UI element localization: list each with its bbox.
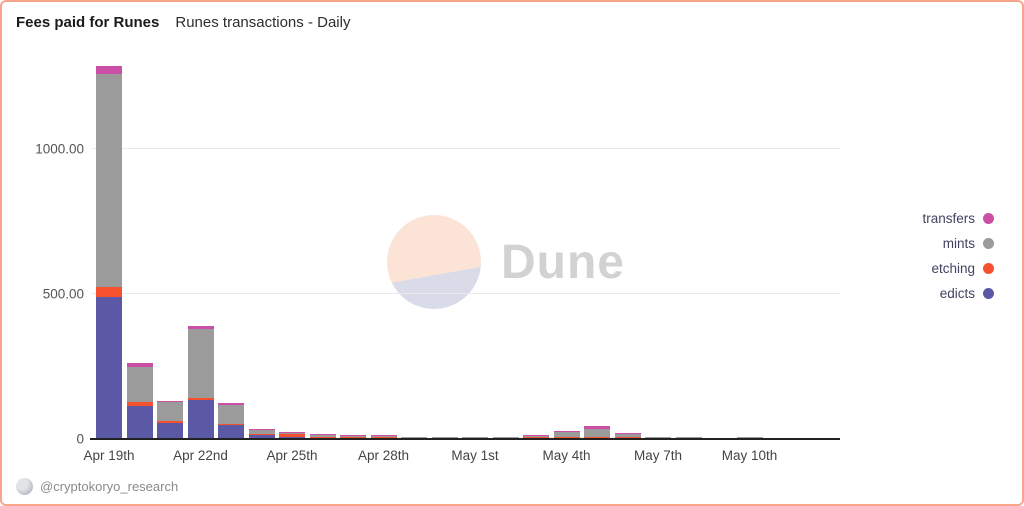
bar-segment-edicts[interactable]: [218, 425, 244, 439]
x-axis-tick-label: Apr 28th: [357, 448, 410, 463]
x-axis-tick-label: May 4th: [542, 448, 591, 463]
x-axis-line: [90, 438, 840, 440]
bar-segment-mints[interactable]: [523, 436, 549, 438]
bar-segment-mints[interactable]: [431, 436, 458, 438]
bar-segment-etching[interactable]: [279, 434, 305, 438]
legend-label: edicts: [939, 286, 975, 301]
legend-item-transfers[interactable]: transfers: [922, 206, 994, 231]
legend-label: etching: [931, 261, 975, 276]
bar-segment-edicts[interactable]: [126, 405, 153, 439]
bar-segment-mints[interactable]: [736, 437, 763, 439]
bar-segment-transfers[interactable]: [614, 433, 641, 434]
bar-segment-transfers[interactable]: [126, 363, 153, 368]
chart-title: Fees paid for Runes: [16, 14, 160, 31]
legend-item-etching[interactable]: etching: [922, 256, 994, 281]
bar-segment-transfers[interactable]: [523, 435, 549, 437]
bar-segment-etching[interactable]: [126, 402, 153, 406]
bar-segment-mints[interactable]: [645, 437, 671, 439]
legend-label: mints: [942, 236, 975, 251]
bar-segment-mints[interactable]: [401, 436, 427, 438]
bar-segment-transfers[interactable]: [218, 403, 244, 405]
bar-segment-mints[interactable]: [614, 433, 641, 438]
bar-segment-transfers[interactable]: [187, 326, 214, 329]
bar-segment-mints[interactable]: [370, 436, 397, 438]
author-handle: @cryptokoryo_research: [40, 479, 179, 494]
bar-segment-etching[interactable]: [370, 437, 397, 439]
legend-dot-transfers-icon: [983, 213, 994, 224]
legend-label: transfers: [922, 211, 975, 226]
bar-segment-etching[interactable]: [584, 436, 610, 438]
bar-segment-edicts[interactable]: [187, 399, 214, 439]
bar-segment-mints[interactable]: [492, 437, 519, 439]
legend-dot-mints-icon: [983, 238, 994, 249]
bar-segment-mints[interactable]: [675, 437, 702, 439]
bar-segment-etching[interactable]: [340, 437, 366, 439]
y-axis-tick-label: 500.00: [42, 286, 84, 302]
legend-dot-edicts-icon: [983, 288, 994, 299]
x-axis-tick-label: Apr 25th: [266, 448, 318, 463]
bar-segment-transfers[interactable]: [96, 66, 122, 74]
bar-segment-etching[interactable]: [187, 398, 214, 400]
bar-segment-etching[interactable]: [553, 437, 580, 439]
bar-segment-transfers[interactable]: [370, 435, 397, 437]
author-avatar: [16, 478, 33, 495]
x-axis-tick-label: Apr 22nd: [173, 448, 228, 463]
legend-item-edicts[interactable]: edicts: [922, 281, 994, 306]
bar-segment-mints[interactable]: [553, 432, 580, 438]
bar-segment-transfers[interactable]: [157, 400, 183, 403]
chart-subtitle: Runes transactions - Daily: [175, 14, 351, 31]
bar-segment-etching[interactable]: [157, 421, 183, 424]
bar-segment-etching[interactable]: [248, 434, 275, 435]
bar-segment-mints[interactable]: [279, 433, 305, 435]
bar-segment-etching[interactable]: [401, 437, 427, 439]
bar-segment-etching[interactable]: [431, 437, 458, 439]
gridline: [92, 147, 840, 149]
chart-header: Fees paid for Runes Runes transactions -…: [16, 14, 350, 31]
x-axis-tick-label: May 7th: [633, 448, 683, 463]
plot-area: 0 500.00 1000.00 Apr 19th Apr 22nd Apr 25th Ap…: [35, 57, 840, 463]
bar-segment-etching[interactable]: [218, 423, 244, 426]
bar-segment-mints[interactable]: [218, 404, 244, 424]
bar-segment-transfers[interactable]: [279, 432, 305, 434]
bar-segment-mints[interactable]: [340, 435, 366, 438]
bar-segment-mints[interactable]: [584, 428, 610, 437]
author-attribution[interactable]: @cryptokoryo_research: [16, 478, 178, 495]
bar-segment-etching[interactable]: [96, 286, 122, 297]
bar-segment-transfers[interactable]: [340, 434, 366, 436]
bar-segment-mints[interactable]: [157, 402, 183, 422]
bar-segment-etching[interactable]: [614, 437, 641, 439]
bar-segment-mints[interactable]: [96, 73, 122, 287]
x-axis-tick-label: May 1st: [451, 448, 499, 463]
bar-segment-transfers[interactable]: [553, 431, 580, 433]
bar-segment-mints[interactable]: [248, 430, 275, 435]
legend: transfers mints etching edicts: [922, 206, 994, 306]
bar-segment-etching[interactable]: [523, 437, 549, 439]
bar-segment-edicts[interactable]: [248, 434, 275, 439]
bar-segment-mints[interactable]: [187, 328, 214, 399]
bar-segment-edicts[interactable]: [157, 423, 183, 439]
y-axis-tick-label: 0: [76, 431, 84, 447]
bar-segment-transfers[interactable]: [309, 434, 336, 436]
bar-segment-edicts[interactable]: [96, 296, 122, 439]
bar-segment-transfers[interactable]: [248, 429, 275, 431]
x-axis-tick-label: May 10th: [721, 448, 778, 463]
x-axis-tick-label: Apr 19th: [83, 448, 135, 463]
bar-segment-mints[interactable]: [462, 437, 488, 439]
bar-segment-mints[interactable]: [126, 367, 153, 403]
bar-segment-etching[interactable]: [309, 436, 336, 438]
bar-segment-transfers[interactable]: [584, 426, 610, 429]
legend-dot-etching-icon: [983, 263, 994, 274]
gridline: [92, 292, 840, 294]
bar-segment-mints[interactable]: [309, 435, 336, 437]
legend-item-mints[interactable]: mints: [922, 231, 994, 256]
y-axis-tick-label: 1000.00: [35, 141, 84, 157]
